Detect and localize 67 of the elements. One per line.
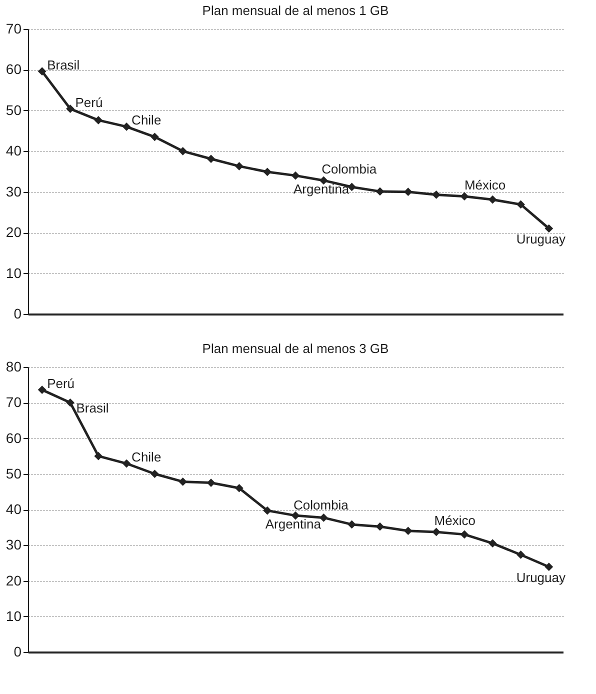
point	[178, 146, 188, 156]
point	[544, 562, 554, 572]
y-tick-label: 50	[6, 102, 22, 118]
annotation: Chile	[132, 112, 162, 128]
chart-title: Plan mensual de al menos 1 GB	[202, 3, 389, 18]
y-tick-label: 80	[6, 358, 22, 374]
point	[38, 386, 46, 394]
point	[150, 132, 159, 142]
y-tick-label: 30	[6, 536, 22, 553]
y-tick-label: 30	[6, 183, 22, 200]
point	[432, 528, 440, 536]
annotation: Uruguay	[516, 232, 566, 246]
point	[122, 122, 131, 131]
point	[206, 478, 216, 487]
y-tick-label: 10	[6, 608, 22, 624]
point	[432, 190, 440, 199]
point	[235, 484, 244, 492]
point	[38, 67, 46, 76]
point	[404, 526, 412, 536]
point	[348, 520, 356, 529]
y-tick-label: 10	[6, 264, 22, 281]
annotation: Brasil	[47, 57, 80, 72]
point	[488, 539, 497, 548]
y-tick-label: 70	[6, 394, 22, 410]
chart-title: Plan mensual de al menos 3 GB	[202, 341, 389, 356]
point	[376, 187, 384, 196]
annotation: Perú	[75, 94, 103, 110]
point	[488, 195, 497, 204]
point	[66, 398, 74, 407]
y-tick-label: 40	[6, 501, 22, 517]
point	[235, 162, 244, 170]
point	[516, 550, 525, 559]
y-tick-label: 50	[6, 465, 22, 482]
point	[319, 514, 328, 522]
point	[178, 478, 188, 486]
annotation: Perú	[47, 376, 75, 391]
y-tick-label: 20	[6, 572, 22, 588]
point	[291, 171, 300, 180]
point	[66, 104, 74, 113]
point	[122, 459, 131, 468]
y-tick-label: 40	[6, 142, 22, 159]
point	[206, 154, 216, 164]
point	[263, 506, 272, 515]
y-tick-label: 60	[6, 430, 22, 446]
y-tick-label: 60	[6, 61, 22, 78]
annotation: Argentina	[265, 516, 322, 532]
y-tick-label: 0	[14, 644, 22, 660]
point	[94, 116, 103, 124]
point	[460, 192, 469, 201]
y-tick-label: 0	[14, 306, 22, 322]
point	[460, 530, 469, 539]
point	[376, 522, 384, 531]
point	[150, 470, 159, 478]
annotation: México	[464, 177, 506, 192]
annotation: Argentina	[294, 182, 350, 197]
point	[94, 452, 103, 460]
y-tick-label: 20	[6, 224, 22, 240]
annotation: Colombia	[322, 161, 378, 176]
annotation: México	[434, 512, 476, 528]
point	[544, 224, 554, 233]
point	[263, 168, 272, 176]
annotation: Colombia	[294, 498, 350, 513]
y-tick-label: 70	[6, 20, 22, 36]
annotation: Uruguay	[516, 570, 566, 585]
annotation: Brasil	[76, 400, 109, 416]
annotation: Chile	[132, 450, 162, 465]
point	[516, 200, 525, 209]
